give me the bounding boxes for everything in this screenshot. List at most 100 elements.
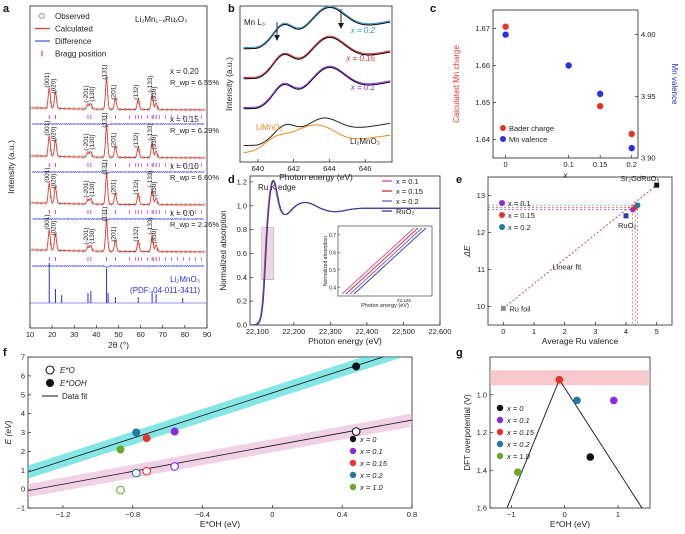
x-tick-label: 0: [504, 160, 508, 169]
panel-f-legend-entry: x = 0.1: [359, 447, 383, 456]
overpotential-point: [573, 396, 581, 405]
overpotential-point: [586, 453, 595, 461]
peak-label: (-133): [147, 217, 154, 234]
inset-y-tick-label: 0.4: [329, 285, 336, 291]
y-tick-label: 3: [21, 428, 25, 437]
y-tick-label: 10: [477, 302, 485, 311]
series-trace: [243, 35, 391, 78]
panel-letter-d: d: [228, 174, 235, 186]
peak-label: (-201): [83, 180, 90, 197]
inset-trace: [345, 227, 419, 295]
label-sr2gdruo6: Sr₂GdRuO₆: [621, 174, 660, 183]
panel-f-ylabel: E (eV): [3, 420, 13, 444]
ooh-fit-line: [28, 357, 385, 473]
panel-letter-e: e: [456, 174, 462, 186]
y-tick-label: 0.8: [237, 225, 247, 234]
overpotential-point: [609, 396, 618, 405]
legend-color-marker: [349, 447, 357, 455]
panel-b-frame: [239, 5, 393, 163]
peak-label: (-201): [83, 227, 90, 244]
x-tick-label: −1: [507, 510, 516, 519]
eo-point: [116, 485, 125, 495]
peak-label: (001): [44, 72, 51, 87]
panel-e-legend-entry: x = 0.2: [508, 223, 531, 232]
panel-g-legend-entry: x = 0.15: [506, 428, 535, 437]
peak-label: (330): [151, 181, 158, 196]
x-tick-label: 0.8: [407, 510, 417, 519]
x-tick-label: 3: [593, 327, 597, 336]
y-tick-label: 0.6: [237, 249, 247, 258]
panel-letter-a: a: [3, 3, 10, 15]
peak-label: (-133): [147, 123, 154, 140]
inset-x-tick-label: 22,125: [397, 298, 411, 303]
y-tick-label: 1.67: [475, 24, 490, 33]
x-tick-label: 60: [136, 330, 144, 339]
o-fit-line: [28, 419, 412, 492]
panel-b-title: Mn L₃: [244, 18, 265, 27]
data-trace: [243, 66, 391, 110]
y-tick-label: 1.64: [475, 135, 490, 144]
panel-a-legend-entry: Bragg position: [55, 50, 106, 59]
panel-d-frame: [249, 175, 441, 326]
peak-label: (001): [44, 120, 51, 135]
panel-c-ylabel: Calculated Mn charge: [452, 45, 461, 123]
peak-label: (201): [110, 226, 117, 241]
inset-y-tick-label: 0.5: [329, 268, 336, 274]
y-tick-label: 12: [477, 228, 485, 237]
zoom-region: [261, 227, 275, 280]
x-tick-label: 0: [563, 510, 567, 519]
legend-observed-marker: [39, 13, 45, 19]
x-tick-label: −1.2: [56, 510, 71, 519]
data-trace: [243, 6, 391, 50]
panel-a-ylabel: Intensity (a.u.): [6, 140, 16, 194]
panel-e-xlabel: Average Ru valence: [542, 336, 619, 346]
arrow-2-head: [338, 23, 344, 29]
inset-trace: [349, 227, 423, 295]
x-tick-label: 30: [70, 330, 78, 339]
inset-ylabel: Normalized absorption: [323, 236, 329, 286]
observed-point: [86, 244, 90, 248]
panel-a-xlabel: 2θ (°): [108, 340, 129, 350]
panel-a-formula: Li₂Mn₁₋ₓRuₓO₃: [135, 15, 187, 24]
panel-e-legend-entry: x = 0.15: [508, 211, 535, 220]
difference-profile: [32, 217, 205, 222]
x-tick-label: 2: [563, 327, 567, 336]
calculated-profile: [32, 171, 205, 206]
bader-point: [596, 103, 604, 110]
eooh-point: [142, 434, 151, 443]
x-tick-label: 22,100: [246, 327, 269, 336]
observed-point: [86, 150, 90, 154]
y-tick-label: 1.0: [477, 390, 487, 399]
panel-letter-g: g: [456, 347, 463, 359]
panel-a-legend-entry: Difference: [55, 37, 92, 46]
peak-label: (130): [89, 86, 96, 101]
panel-g-legend-entry: x = 0: [506, 404, 524, 413]
bader-point: [502, 23, 509, 30]
peak-label: (020): [50, 173, 57, 188]
x-tick-label: 80: [181, 330, 189, 339]
legend-color-marker: [349, 435, 357, 443]
panel-g-legend-entry: x = 0.2: [506, 440, 531, 449]
x-tick-label: 20: [48, 330, 56, 339]
bader-point: [628, 130, 635, 138]
legend-marker: [496, 416, 504, 424]
peak-label: (001): [44, 167, 51, 182]
peak-label: (130): [89, 228, 96, 243]
y-tick-label: 7: [21, 353, 25, 362]
difference-profile: [31, 122, 205, 127]
x-tick-label: 642: [287, 164, 300, 173]
legend-bader-marker: [500, 125, 506, 131]
panel-a-legend-entry: Observed: [55, 12, 90, 21]
y-tick-label: 2: [21, 447, 25, 456]
peak-label: (201): [110, 84, 117, 99]
panel-d-legend-entry: x = 0.2: [396, 197, 419, 206]
peak-label: (132): [133, 84, 140, 99]
difference-profile: [31, 264, 205, 270]
x-tick-label: 640: [252, 164, 265, 173]
calculated-profile: [32, 124, 205, 159]
series-label: x = 0.1: [350, 83, 375, 92]
eooh-point: [132, 428, 141, 437]
legend-eooh: E*OOH: [60, 379, 87, 388]
legend-eo-marker: [45, 365, 55, 375]
